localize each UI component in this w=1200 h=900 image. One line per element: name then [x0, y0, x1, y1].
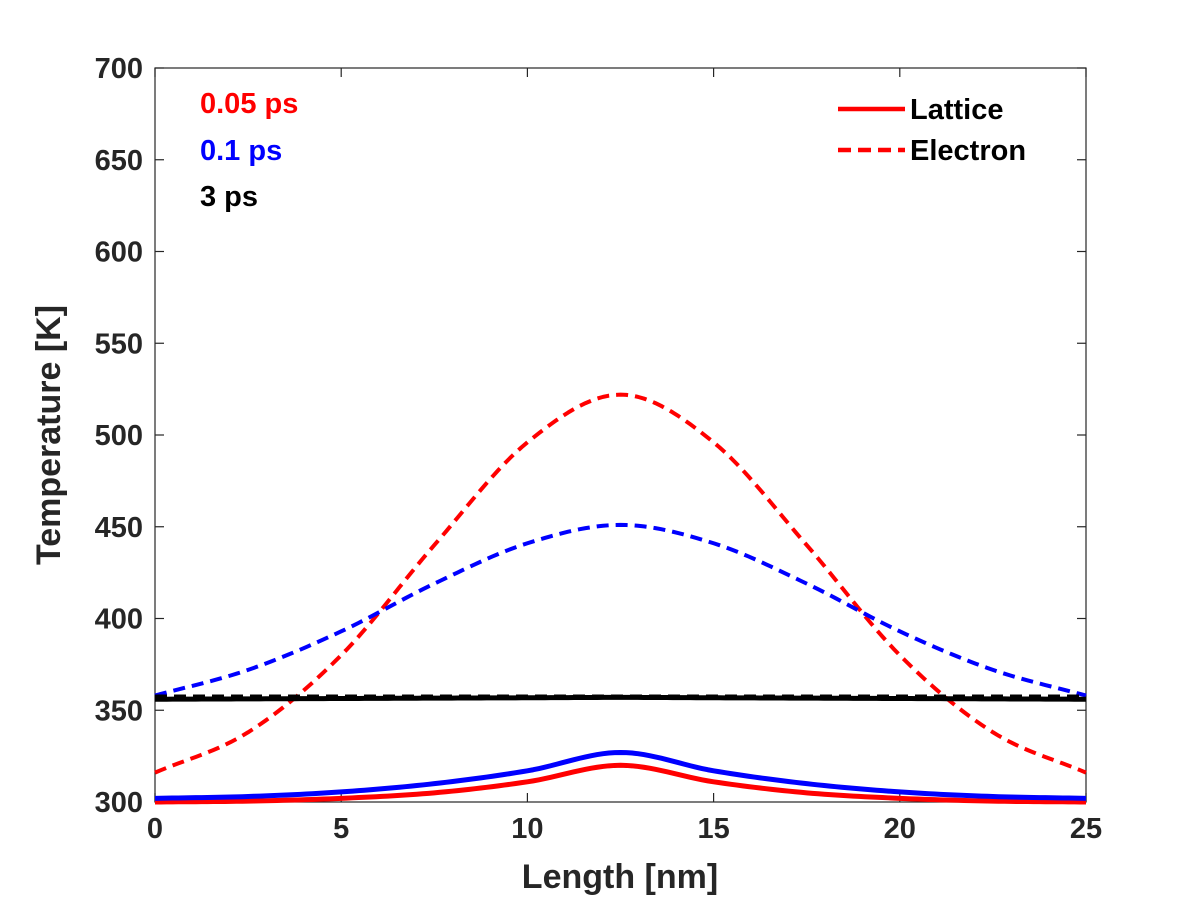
series-lattice-3-ps: [154, 694, 1087, 702]
y-tick-label: 500: [95, 420, 143, 452]
x-tick-label: 10: [511, 813, 543, 845]
y-tick-label: 400: [95, 604, 143, 636]
annotation-3ps: 3 ps: [200, 181, 258, 213]
x-tick-label: 25: [1070, 813, 1102, 845]
legend-label-electron: Electron: [910, 135, 1026, 167]
y-tick-label: 650: [95, 145, 143, 177]
y-tick-label: 550: [95, 328, 143, 360]
axis-ticks: 0 5 10 15 20 25 300 350 400 450 500 550 600 650 700: [95, 53, 1103, 845]
x-tick-label: 20: [884, 813, 916, 845]
y-tick-label: 700: [95, 53, 143, 85]
x-tick-label: 0: [147, 813, 163, 845]
time-annotations: 0.05 ps 0.1 ps 3 ps: [200, 88, 298, 213]
y-tick-label: 600: [95, 237, 143, 269]
plot-area: [154, 67, 1087, 803]
series-electron-0-05-ps: [154, 392, 1087, 775]
y-tick-label: 300: [95, 787, 143, 819]
y-tick-label: 450: [95, 512, 143, 544]
annotation-0-1ps: 0.1 ps: [200, 135, 282, 167]
annotation-0-05ps: 0.05 ps: [200, 88, 298, 120]
x-tick-label: 15: [697, 813, 729, 845]
legend: Lattice Electron: [838, 94, 1026, 167]
plot-frame: [154, 67, 1087, 803]
x-tick-label: 5: [333, 813, 349, 845]
legend-label-lattice: Lattice: [910, 94, 1003, 126]
axis-labels: Length [nm] Temperature [K]: [30, 305, 718, 896]
x-axis-label: Length [nm]: [522, 858, 718, 896]
series-lattice-0-1-ps: [154, 749, 1087, 801]
series-lattice-0-05-ps: [154, 762, 1087, 805]
series-electron-0-1-ps: [154, 522, 1087, 698]
series-lines: [154, 392, 1087, 805]
y-tick-label: 350: [95, 695, 143, 727]
y-axis-label: Temperature [K]: [30, 305, 68, 565]
